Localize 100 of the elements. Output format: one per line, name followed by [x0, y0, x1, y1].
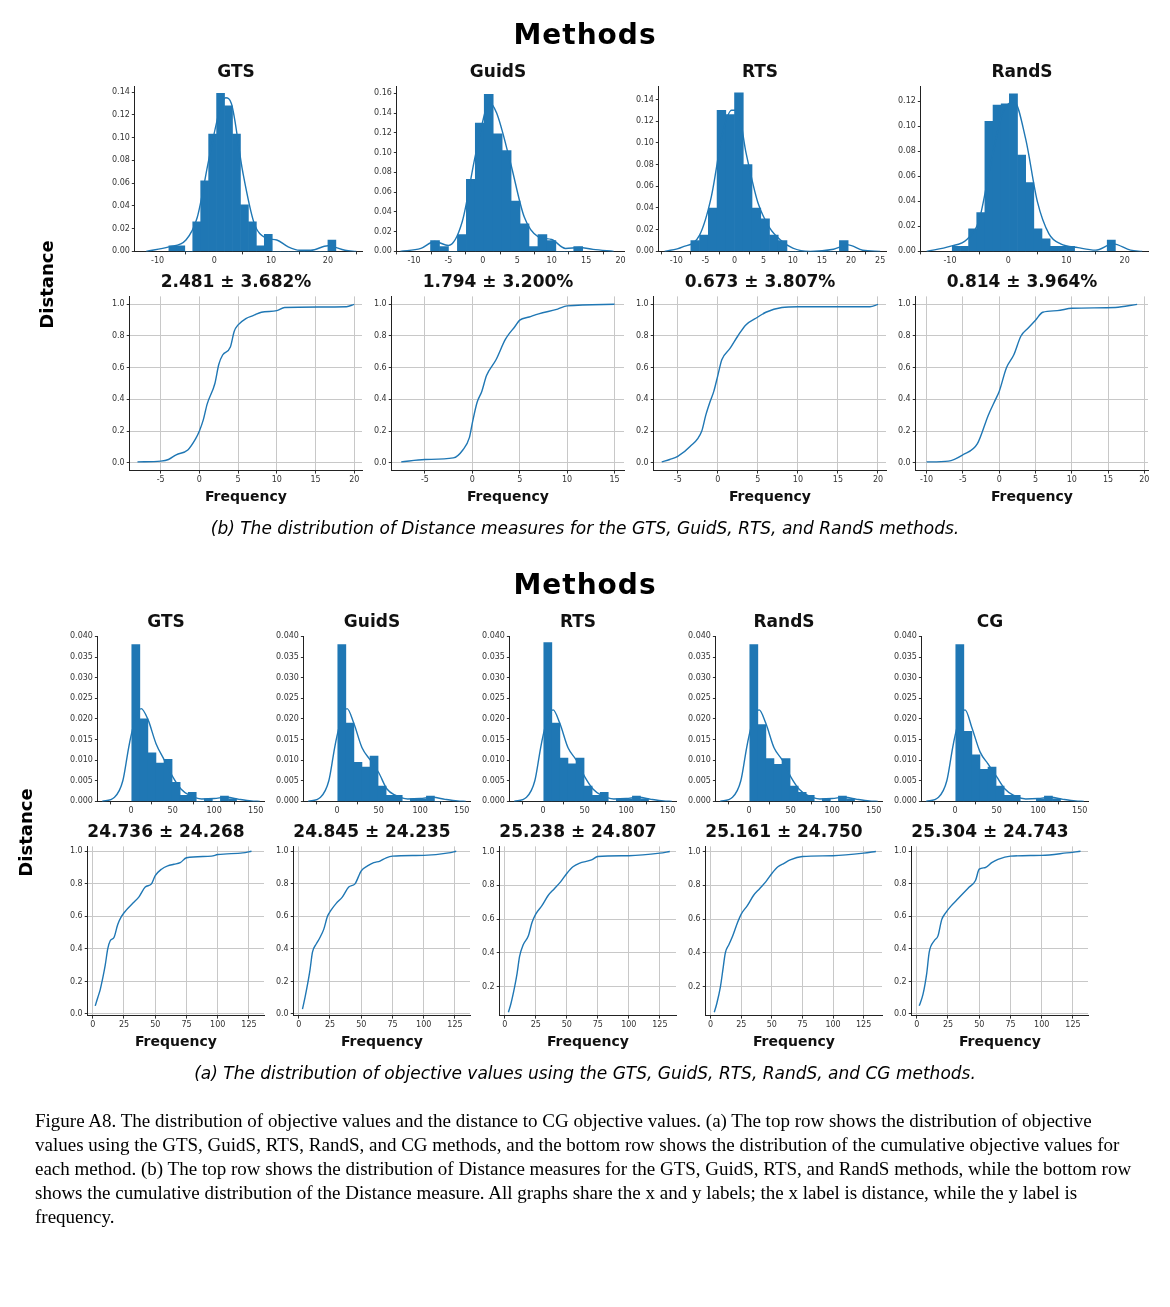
x-tick-label: -10 — [669, 256, 683, 266]
x-axis-title: Frequency — [466, 488, 549, 505]
y-tick-label: 0.2 — [111, 426, 125, 436]
x-axis-title: Frequency — [134, 1033, 217, 1050]
x-tick-label: 20 — [872, 475, 884, 485]
y-tick-label: 0.015 — [276, 734, 299, 744]
y-tick-label: 0.030 — [70, 672, 93, 682]
x-tick-label: 100 — [206, 806, 222, 816]
y-tick-label: 0.020 — [482, 713, 505, 723]
x-tick-label: -5 — [156, 475, 165, 485]
y-tick-label: 0.010 — [276, 755, 299, 765]
y-tick-label: 0.015 — [482, 734, 505, 744]
y-tick-label: 0.8 — [687, 880, 701, 890]
x-tick-label: 150 — [248, 806, 264, 816]
x-tick-label: 25 — [736, 1020, 747, 1030]
y-tick-label: 0.2 — [687, 981, 701, 991]
caption: Figure A8. The distribution of objective values and the distance to CG objective values. (a) The top row shows the distribution of objective values using the GTS, GuidS, RTS, RandS, and CG methods, and the bottom row shows the distribution of the cumulative objective values for each method. (b) The top row shows the distribution of Distance measures for the GTS, GuidS, RTS, and RandS methods, while the bottom row shows the cumulative distribution of the Distance measure. All graphs share the x and y labels; the x label is distance, while the y label is frequency. — [34, 1109, 1133, 1229]
y-tick-label: 0.040 — [894, 631, 917, 641]
y-tick-label: 0.02 — [636, 224, 654, 234]
x-tick-label: 0 — [480, 256, 486, 266]
y-tick-label: 0.08 — [374, 167, 392, 177]
y-tick-label: 0.6 — [111, 362, 125, 372]
y-tick-label: 0.4 — [373, 394, 387, 404]
chart-title: CG — [976, 610, 1004, 631]
y-tick-label: 0.10 — [374, 147, 392, 157]
x-tick-label: 0 — [996, 475, 1002, 485]
x-tick-label: 75 — [797, 1020, 808, 1030]
chart-title: 25.238 ± 24.807 — [499, 820, 657, 841]
y-tick-label: 0.6 — [69, 911, 83, 921]
x-tick-label: 0 — [296, 1020, 302, 1030]
y-tick-label: 0.2 — [893, 976, 907, 986]
x-tick-label: -5 — [444, 256, 453, 266]
chart-title: 24.845 ± 24.235 — [293, 820, 451, 841]
y-tick-label: 0.12 — [112, 109, 130, 119]
y-tick-label: 0.015 — [70, 734, 93, 744]
y-tick-label: 0.4 — [893, 943, 907, 953]
y-tick-label: 0.035 — [688, 652, 711, 662]
x-tick-label: 100 — [210, 1020, 226, 1030]
y-tick-label: 0.6 — [893, 911, 907, 921]
y-tick-label: 0.08 — [898, 146, 916, 156]
y-tick-label: 0.04 — [898, 196, 916, 206]
y-tick-label: 0.06 — [636, 181, 654, 191]
x-tick-label: 50 — [974, 1020, 985, 1030]
x-tick-label: -5 — [701, 256, 710, 266]
y-tick-label: 1.0 — [687, 846, 701, 856]
text: Methods — [512, 17, 658, 53]
y-tick-label: 0.4 — [111, 394, 125, 404]
y-tick-label: 0.4 — [481, 948, 495, 958]
x-tick-label: -10 — [150, 256, 165, 266]
y-tick-label: 0.04 — [112, 200, 130, 210]
y-tick-label: 0.6 — [687, 914, 701, 924]
x-tick-label: 150 — [454, 806, 470, 816]
y-tick-label: 0.0 — [69, 1009, 83, 1019]
x-tick-label: 0 — [1005, 256, 1011, 266]
y-tick-label: 0.035 — [894, 652, 917, 662]
y-tick-label: 1.0 — [275, 846, 289, 856]
x-tick-label: 5 — [1032, 475, 1039, 485]
y-tick-label: 0.00 — [636, 246, 654, 256]
y-tick-label: 0.005 — [688, 775, 711, 785]
y-tick-label: 0.000 — [276, 796, 299, 806]
x-axis-title: Frequency — [728, 488, 811, 505]
y-tick-label: 0.2 — [897, 426, 911, 436]
y-tick-label: 0.040 — [276, 631, 299, 641]
y-tick-label: 1.0 — [111, 299, 125, 309]
y-tick-label: 0.035 — [276, 652, 299, 662]
y-tick-label: 0.8 — [69, 878, 83, 888]
text: (a) The distribution of objective values using the GTS, GuidS, RTS, RandS, and CG methods. — [193, 1062, 977, 1085]
y-tick-label: 0.8 — [897, 331, 911, 341]
x-tick-label: 10 — [562, 475, 573, 485]
y-tick-label: 0.8 — [275, 878, 289, 888]
y-tick-label: 0.4 — [687, 948, 701, 958]
y-tick-label: 0.2 — [481, 981, 495, 991]
x-tick-label: 0 — [469, 475, 475, 485]
y-tick-label: 0.035 — [70, 652, 93, 662]
y-tick-label: 0.0 — [111, 457, 125, 467]
x-tick-label: 100 — [618, 806, 634, 816]
x-tick-label: 10 — [787, 256, 798, 266]
x-tick-label: 125 — [1065, 1020, 1081, 1030]
y-tick-label: 0.06 — [898, 171, 916, 181]
y-tick-label: 0.015 — [688, 734, 711, 744]
y-tick-label: 0.030 — [276, 672, 299, 682]
y-tick-label: 0.035 — [482, 652, 505, 662]
x-tick-label: 100 — [824, 806, 840, 816]
y-tick-label: 0.020 — [894, 713, 917, 723]
x-tick-label: 25 — [118, 1020, 130, 1030]
y-tick-label: 0.040 — [70, 631, 93, 641]
x-tick-label: 50 — [150, 1020, 161, 1030]
x-tick-label: 25 — [875, 256, 886, 266]
y-tick-label: 0.06 — [374, 187, 392, 197]
x-tick-label: 125 — [447, 1020, 463, 1030]
y-tick-label: 0.020 — [688, 713, 711, 723]
y-tick-label: 0.000 — [482, 796, 505, 806]
y-tick-label: 1.0 — [373, 299, 387, 309]
x-tick-label: 10 — [1061, 256, 1072, 266]
y-tick-label: 0.6 — [635, 362, 649, 372]
y-tick-label: 0.030 — [688, 672, 711, 682]
y-tick-label: 1.0 — [897, 299, 911, 309]
y-tick-label: 0.06 — [112, 178, 130, 188]
y-tick-label: 0.14 — [636, 94, 654, 104]
y-tick-label: 0.025 — [482, 693, 505, 703]
